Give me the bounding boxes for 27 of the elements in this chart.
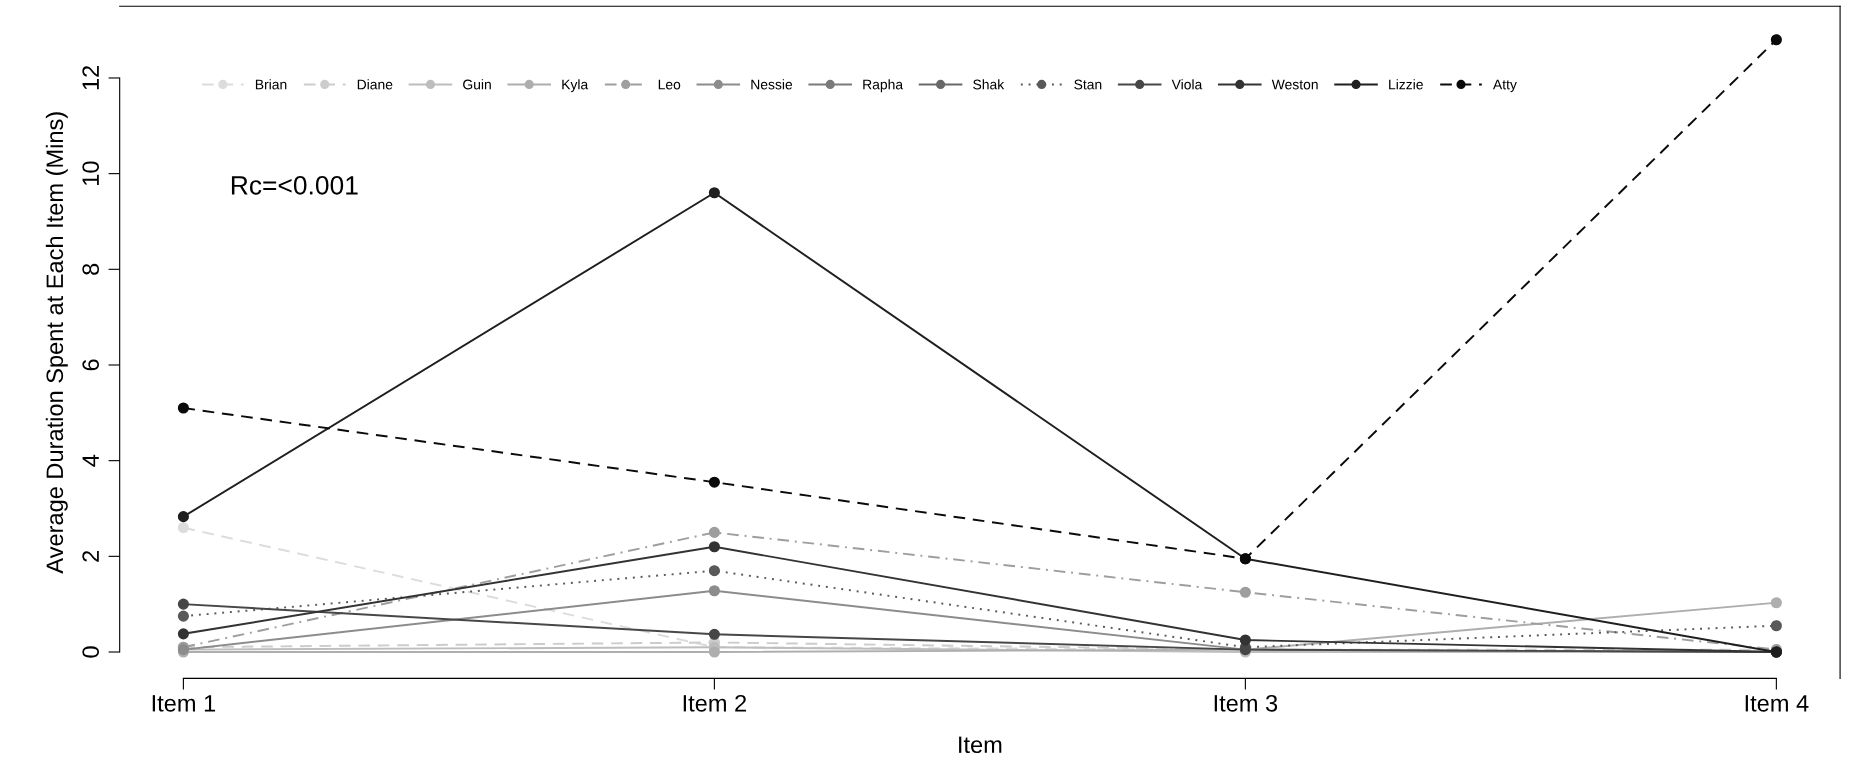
legend-label: Shak [973, 79, 1005, 90]
legend-label: Weston [1271, 79, 1318, 90]
x-tick-label: Item 1 [152, 695, 216, 712]
y-tick-label: 0 [82, 646, 100, 658]
legend-label: Lizzie [1389, 79, 1423, 90]
legend-label: Guin [463, 79, 491, 90]
y-tick-label: 2 [82, 550, 99, 562]
y-axis-title: Average Duration Spent at Each Item (Mins) [45, 112, 68, 574]
x-axis-title: Item [959, 736, 1002, 754]
y-tick-label: 8 [82, 263, 100, 275]
y-tick-label: 12 [82, 66, 99, 90]
legend-label: Brian [255, 79, 287, 90]
legend-label: Diane [357, 79, 393, 90]
y-tick-label: 4 [82, 454, 99, 467]
y-tick-label: 10 [82, 161, 100, 185]
x-tick-label: Item 3 [1214, 694, 1278, 712]
x-tick-label: Item 2 [683, 694, 747, 712]
legend-label: Kyla [562, 79, 589, 93]
legend-label: Atty [1492, 79, 1517, 93]
legend-label: Nessie [751, 79, 793, 90]
y-tick-label: 6 [82, 359, 100, 371]
legend-label: Rapha [863, 79, 904, 93]
x-tick-label: Item 4 [1745, 695, 1809, 712]
legend-label: Viola [1171, 79, 1203, 90]
annotation: Rc=<0.001 [231, 175, 358, 195]
legend-label: Stan [1074, 79, 1102, 90]
legend-label: Leo [658, 79, 681, 90]
